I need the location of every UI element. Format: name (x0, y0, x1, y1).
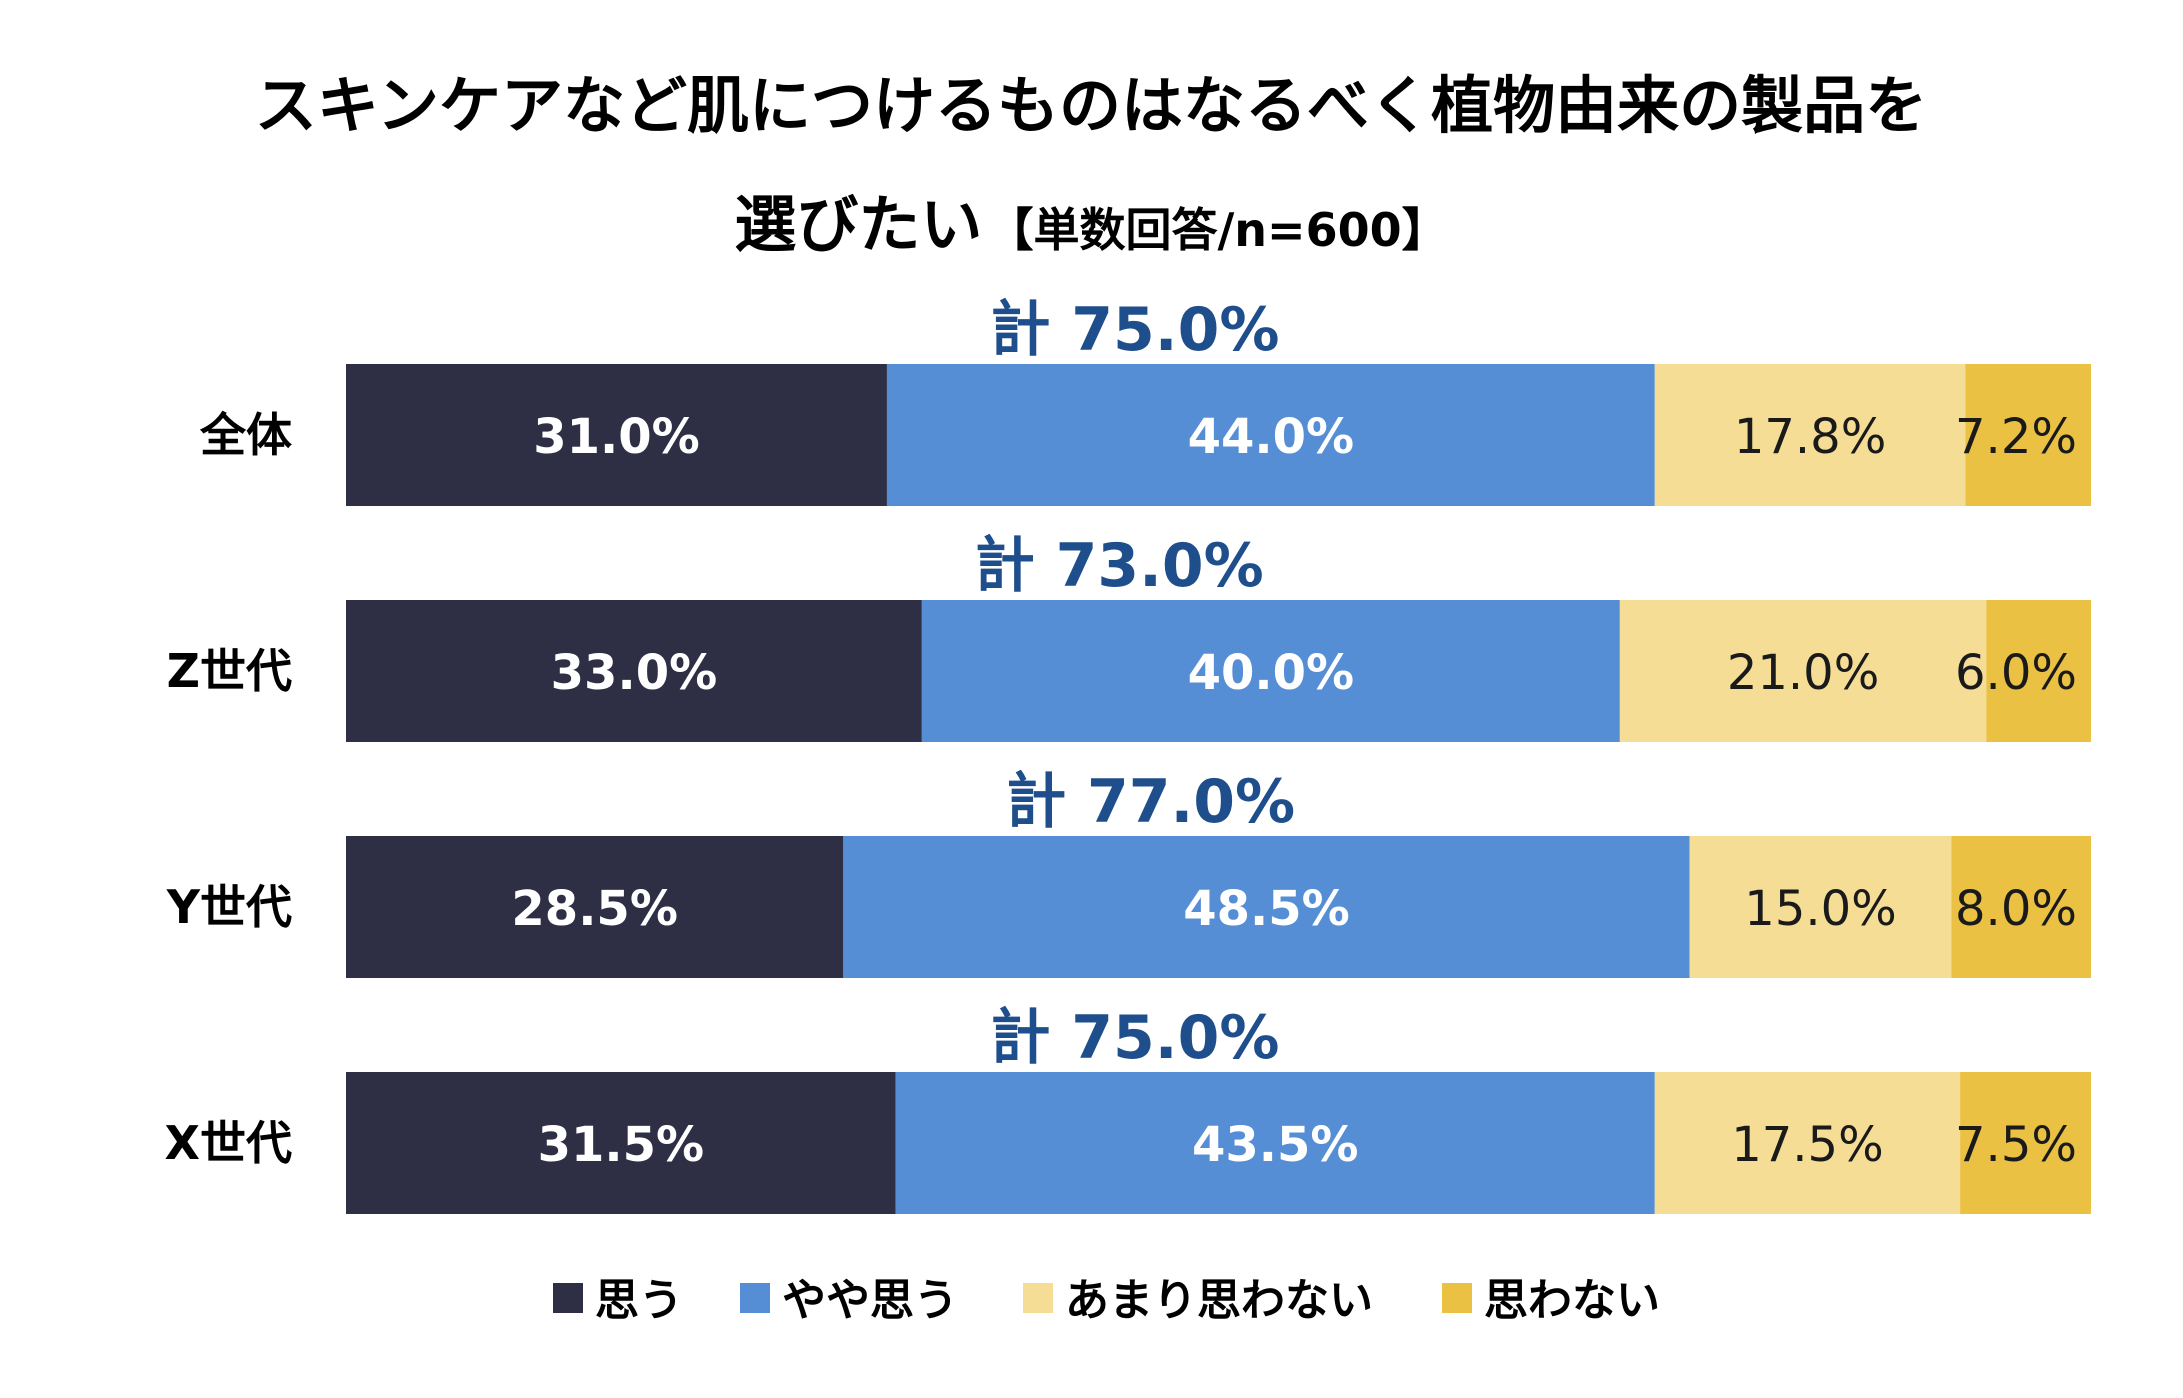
bars-group: 全体 31.0% 44.0% 17.8% 7.2% 計 75.0% Z世代 33.0% 40.0… (165, 295, 2091, 1214)
data-label: 6.0% (1955, 645, 2077, 701)
data-label: 15.0% (1744, 881, 1896, 937)
total-label: 計 77.0% (1006, 767, 1295, 837)
legend-swatch (740, 1283, 770, 1313)
legend-item: あまり思わない (1023, 1275, 1373, 1326)
chart-subtitle: 選びたい 【単数回答/n=600】 (734, 188, 1447, 261)
total-label: 計 75.0% (990, 1003, 1279, 1073)
data-label: 28.5% (511, 881, 678, 937)
data-label: 17.5% (1731, 1117, 1883, 1173)
data-label: 17.8% (1734, 409, 1886, 465)
legend-swatch (1442, 1283, 1472, 1313)
category-label: X世代 (165, 1116, 292, 1170)
bar-row: Z世代 33.0% 40.0% 21.0% 6.0% 計 73.0% (167, 531, 2091, 742)
legend-label: やや思う (782, 1275, 958, 1326)
category-label: 全体 (199, 408, 292, 462)
data-label: 31.5% (538, 1117, 705, 1173)
legend-label: 思う (595, 1275, 683, 1326)
data-label: 8.0% (1955, 881, 2077, 937)
legend-item: やや思う (740, 1275, 958, 1326)
data-label: 33.0% (551, 645, 718, 701)
data-label: 44.0% (1188, 409, 1355, 465)
category-label: Y世代 (166, 880, 292, 934)
legend-swatch (553, 1283, 583, 1313)
legend-label: 思わない (1484, 1275, 1660, 1326)
bar-row: 全体 31.0% 44.0% 17.8% 7.2% 計 75.0% (199, 295, 2091, 506)
bar-row: Y世代 28.5% 48.5% 15.0% 8.0% 計 77.0% (166, 767, 2091, 978)
legend-item: 思わない (1442, 1275, 1660, 1326)
data-label: 31.0% (533, 409, 700, 465)
data-label: 7.5% (1955, 1117, 2077, 1173)
chart-title: スキンケアなど肌につけるものはなるべく植物由来の製品を (255, 69, 1927, 142)
chart-title-line2: 選びたい (734, 188, 982, 261)
data-label: 7.2% (1955, 409, 2077, 465)
data-label: 40.0% (1188, 645, 1355, 701)
legend-label: あまり思わない (1065, 1275, 1373, 1326)
legend-item: 思う (553, 1275, 683, 1326)
bar-row: X世代 31.5% 43.5% 17.5% 7.5% 計 75.0% (165, 1003, 2091, 1214)
legend: 思う やや思う あまり思わない 思わない (553, 1275, 1660, 1326)
legend-swatch (1023, 1283, 1053, 1313)
chart-title-note: 【単数回答/n=600】 (987, 203, 1447, 257)
data-label: 21.0% (1727, 645, 1879, 701)
total-label: 計 73.0% (975, 531, 1264, 601)
data-label: 43.5% (1192, 1117, 1359, 1173)
category-label: Z世代 (167, 644, 292, 698)
total-label: 計 75.0% (990, 295, 1279, 365)
data-label: 48.5% (1183, 881, 1350, 937)
